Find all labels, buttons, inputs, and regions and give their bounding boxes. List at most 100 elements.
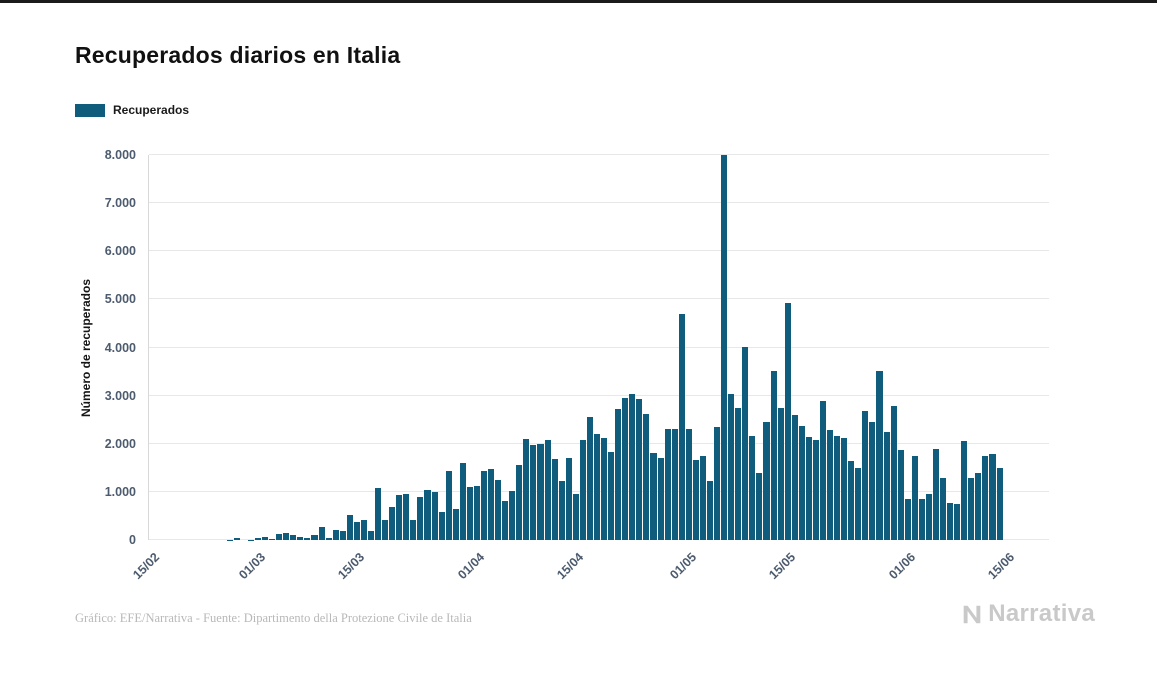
- bar-23/03: [410, 520, 417, 540]
- bar-13/05: [770, 371, 777, 540]
- bar-10/04: [537, 444, 544, 540]
- bar-30/03: [459, 463, 466, 540]
- x-axis-tick-labels: 15/02 01/03 15/03 01/04 15/04 01/05 15/05 01/06…: [130, 540, 1017, 600]
- bar-16/03: [360, 520, 367, 540]
- bar-13/03: [339, 531, 346, 540]
- bar-19/04: [601, 437, 608, 540]
- bar-24/04: [636, 399, 643, 540]
- bar-19/05: [812, 440, 819, 540]
- bar-09/04: [530, 444, 537, 540]
- bar-23/05: [841, 437, 848, 540]
- bar-08/03: [304, 538, 311, 540]
- x-tick-label: 01/03: [236, 550, 269, 583]
- bar-24/05: [848, 461, 855, 540]
- y-tick-label: 3.000: [104, 388, 136, 403]
- bar-02/05: [692, 459, 699, 540]
- bar-10/03: [318, 526, 325, 540]
- bar-27/02: [233, 537, 240, 540]
- legend[interactable]: Recuperados: [75, 103, 189, 117]
- bar-30/04: [678, 314, 685, 540]
- bar-08/06: [954, 504, 961, 540]
- bar-20/05: [819, 401, 826, 540]
- x-tick-label: 15/02: [130, 550, 163, 583]
- bar-11/04: [544, 439, 551, 540]
- bar-12/03: [332, 529, 339, 540]
- y-tick-label: 1.000: [104, 484, 136, 499]
- legend-label: Recuperados: [113, 103, 190, 117]
- bar-21/03: [396, 494, 403, 540]
- bar-20/03: [389, 506, 396, 540]
- bar-25/03: [424, 490, 431, 540]
- gridline: [149, 394, 1049, 396]
- bar-20/04: [608, 452, 615, 540]
- bar-10/06: [968, 477, 975, 540]
- bar-05/04: [502, 500, 509, 540]
- bar-12/06: [982, 455, 989, 540]
- bar-06/05: [721, 155, 728, 540]
- x-tick-label: 15/05: [766, 550, 799, 583]
- bar-05/06: [932, 449, 939, 540]
- bar-24/03: [417, 496, 424, 540]
- bar-21/04: [615, 408, 622, 540]
- bar-01/04: [473, 486, 480, 540]
- narrativa-logo: Narrativa: [960, 600, 1095, 628]
- bar-23/04: [629, 394, 636, 540]
- gridline: [149, 346, 1049, 348]
- bar-29/04: [671, 428, 678, 540]
- bar-19/03: [382, 520, 389, 540]
- bar-02/03: [262, 536, 269, 540]
- x-tick-label: 15/04: [554, 550, 587, 583]
- bar-09/03: [311, 535, 318, 540]
- bar-25/05: [855, 467, 862, 540]
- bar-11/06: [975, 472, 982, 540]
- bar-01/05: [685, 429, 692, 540]
- bar-14/03: [346, 514, 353, 540]
- x-tick-label: 01/06: [886, 550, 919, 583]
- gridline: [149, 154, 1049, 155]
- bar-05/03: [283, 533, 290, 540]
- bar-09/06: [961, 440, 968, 540]
- bar-18/05: [805, 436, 812, 540]
- bar-13/04: [558, 481, 565, 540]
- bar-17/05: [798, 426, 805, 540]
- bar-18/04: [593, 434, 600, 540]
- bar-17/04: [586, 416, 593, 540]
- bar-07/04: [516, 465, 523, 540]
- narrativa-wordmark: Narrativa: [988, 600, 1095, 627]
- bar-14/04: [565, 458, 572, 540]
- bar-12/04: [551, 459, 558, 540]
- bar-21/05: [827, 430, 834, 540]
- y-tick-label: 6.000: [104, 244, 136, 259]
- bar-06/03: [290, 534, 297, 540]
- x-tick-label: 01/04: [455, 550, 488, 583]
- bar-11/03: [325, 538, 332, 540]
- bar-11/05: [756, 472, 763, 540]
- y-tick-label: 0: [129, 533, 136, 547]
- y-axis-tick-labels: 0 1.000 2.000 3.000 4.000 5.000 6.000 7.000 8.00…: [0, 148, 136, 547]
- bar-17/03: [367, 530, 374, 540]
- bar-07/05: [728, 394, 735, 540]
- bar-28/04: [664, 428, 671, 540]
- bar-04/05: [706, 481, 713, 540]
- bar-02/04: [480, 471, 487, 540]
- y-tick-label: 8.000: [104, 148, 136, 162]
- x-tick-label: 15/03: [335, 550, 368, 583]
- gridline: [149, 298, 1049, 300]
- x-tick-label: 15/06: [985, 550, 1018, 583]
- bar-31/05: [897, 449, 904, 540]
- bar-05/05: [714, 426, 721, 540]
- bar-27/04: [657, 458, 664, 540]
- bar-15/03: [353, 522, 360, 540]
- bar-04/04: [495, 480, 502, 540]
- window-top-strip: [0, 0, 1157, 3]
- bar-25/04: [643, 413, 650, 540]
- y-tick-label: 4.000: [104, 340, 136, 355]
- plot-area: 15/02 01/03 15/03 01/04 15/04 01/05 15/05 01/06…: [130, 154, 1049, 582]
- bar-27/03: [438, 511, 445, 540]
- bar-29/05: [883, 432, 890, 540]
- bar-14/06: [996, 467, 1003, 540]
- bar-01/03: [254, 538, 261, 540]
- y-tick-label: 7.000: [104, 196, 136, 211]
- bar-01/06: [904, 499, 911, 540]
- bar-26/03: [431, 491, 438, 540]
